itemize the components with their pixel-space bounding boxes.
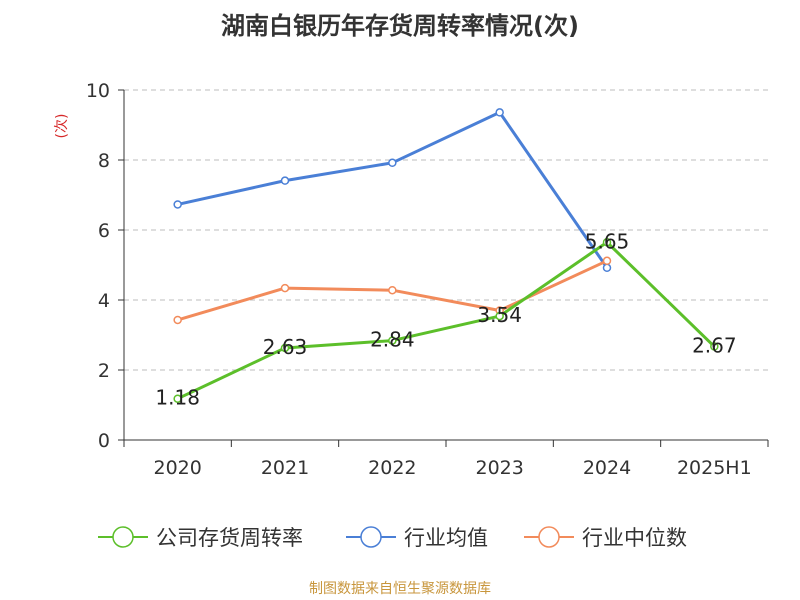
data-point[interactable]: [173, 315, 182, 325]
x-tick-label: 2025H1: [677, 457, 752, 479]
legend: 公司存货周转率 行业均值 行业中位数: [98, 526, 687, 550]
data-point[interactable]: [710, 342, 719, 351]
data-label: 2.63: [263, 335, 308, 359]
data-point[interactable]: [602, 263, 612, 273]
chart-title: 湖南白银历年存货周转率情况(次): [221, 12, 579, 40]
data-point[interactable]: [495, 311, 504, 321]
data-point[interactable]: [495, 108, 504, 117]
data-point[interactable]: [280, 283, 290, 293]
data-point[interactable]: [602, 238, 612, 247]
series-layer: [173, 108, 719, 403]
y-tick-label: 10: [86, 80, 110, 102]
series-line-0: [177, 240, 716, 401]
x-tick-label: 2020: [153, 457, 201, 479]
data-label: 1.18: [155, 386, 200, 410]
data-point[interactable]: [388, 158, 397, 168]
legend-marker[interactable]: [538, 526, 560, 548]
y-tick-label: 6: [98, 220, 110, 242]
data-point[interactable]: [388, 285, 397, 295]
axis-layer: 0 2 4 6 8 10 2020 2021 2022 2023 2024 2025H1: [86, 80, 769, 479]
y-tick-label: 8: [98, 150, 110, 172]
data-label: 3.54: [477, 303, 522, 327]
data-point[interactable]: [602, 256, 612, 266]
legend-label[interactable]: 行业中位数: [582, 526, 687, 550]
y-axis-label: (次): [54, 114, 70, 139]
series-line-1: [177, 110, 609, 269]
x-tick-label: 2023: [475, 457, 523, 479]
legend-label[interactable]: 公司存货周转率: [156, 526, 303, 550]
x-tick-label: 2021: [261, 457, 309, 479]
data-point[interactable]: [280, 176, 290, 185]
x-tick-label: 2022: [368, 457, 416, 479]
label-layer: 1.18 2.63 2.84 3.54 5.65 2.67: [155, 229, 736, 409]
y-tick-label: 0: [98, 430, 110, 452]
data-point[interactable]: [388, 336, 397, 345]
y-tick-label: 4: [98, 290, 110, 312]
x-tick-label: 2024: [583, 457, 631, 479]
data-point[interactable]: [280, 343, 290, 353]
data-label: 5.65: [585, 229, 630, 253]
legend-marker[interactable]: [360, 526, 382, 548]
data-label: 2.84: [370, 328, 415, 352]
source-note: 制图数据来自恒生聚源数据库: [309, 581, 491, 597]
data-point[interactable]: [173, 200, 182, 209]
y-tick-label: 2: [98, 360, 110, 382]
legend-label[interactable]: 行业均值: [404, 526, 488, 550]
data-point[interactable]: [173, 394, 182, 403]
legend-marker[interactable]: [112, 526, 134, 548]
data-label: 2.67: [692, 334, 737, 358]
